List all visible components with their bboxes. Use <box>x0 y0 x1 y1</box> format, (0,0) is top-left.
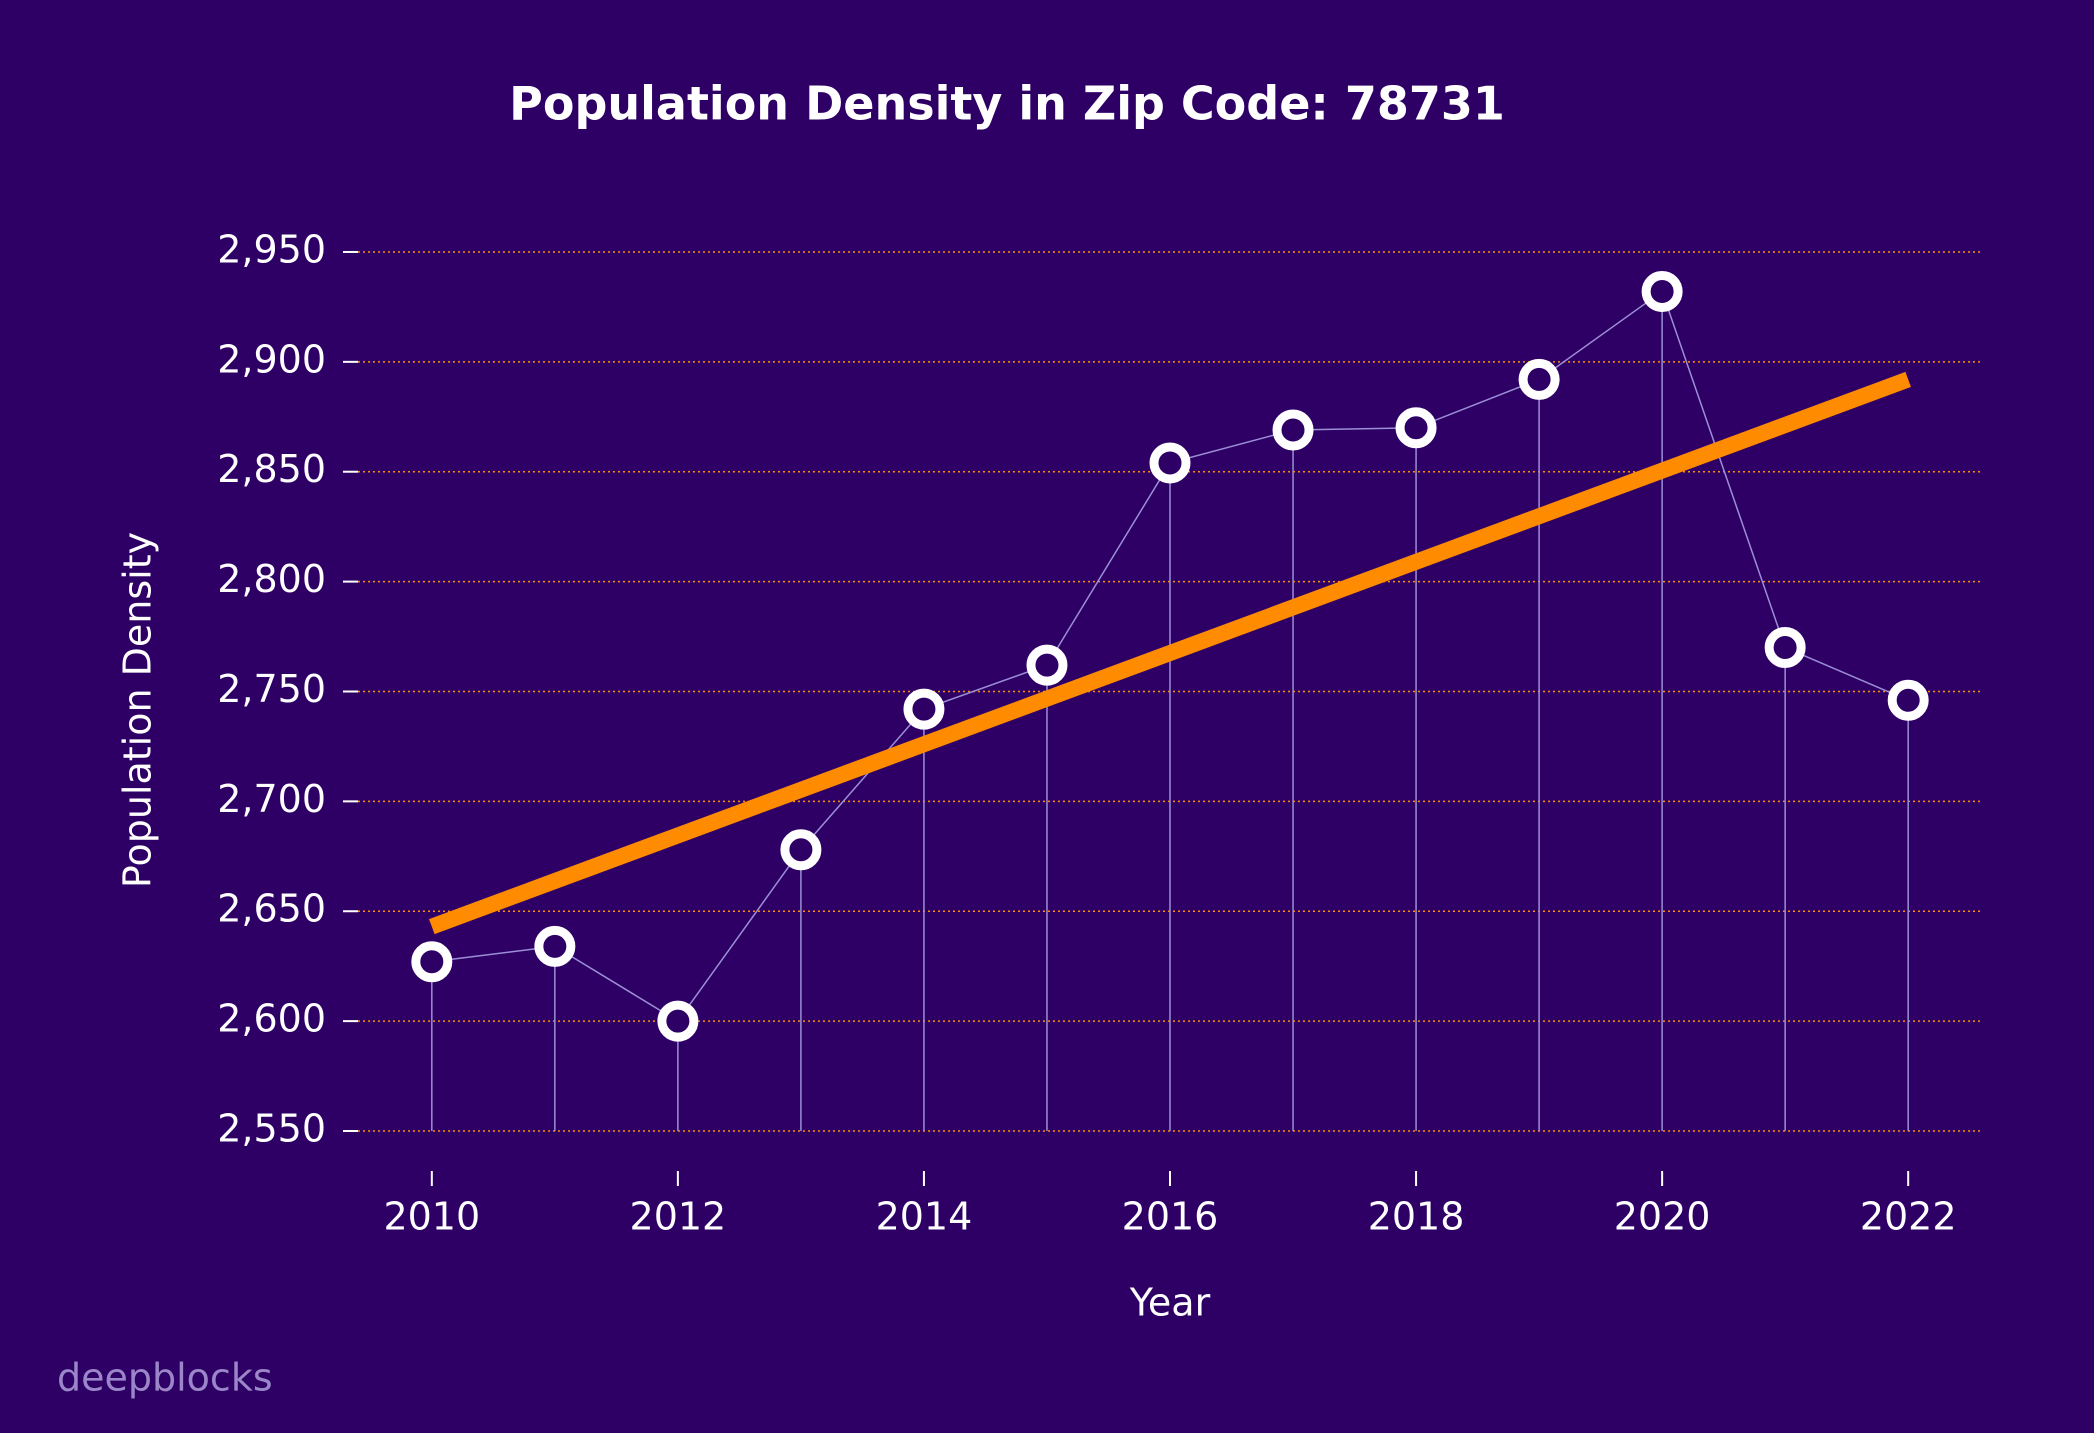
y-tick-label: 2,850 <box>217 447 326 491</box>
trend-line <box>429 371 1911 935</box>
x-tick-label: 2010 <box>383 1195 480 1239</box>
y-tick-label: 2,900 <box>217 337 326 381</box>
marker <box>1518 358 1560 400</box>
y-axis-label: Population Density <box>116 532 160 888</box>
marker <box>780 829 822 871</box>
x-tick-label: 2012 <box>630 1195 727 1239</box>
marker <box>1641 271 1683 313</box>
x-tick-label: 2022 <box>1860 1195 1957 1239</box>
marker <box>1272 409 1314 451</box>
y-tick-label: 2,650 <box>217 887 326 931</box>
x-tick-label: 2014 <box>876 1195 973 1239</box>
x-tick-label: 2016 <box>1122 1195 1219 1239</box>
marker <box>1764 627 1806 669</box>
marker <box>1149 442 1191 484</box>
y-tick-label: 2,800 <box>217 557 326 601</box>
y-tick-label: 2,550 <box>217 1107 326 1151</box>
marker <box>1026 644 1068 686</box>
marker <box>1887 679 1929 721</box>
chart-title: Population Density in Zip Code: 78731 <box>509 77 1505 131</box>
marker <box>534 925 576 967</box>
marker <box>657 1000 699 1042</box>
x-axis-label: Year <box>1129 1281 1211 1325</box>
watermark: deepblocks <box>57 1356 273 1400</box>
marker <box>1395 407 1437 449</box>
marker <box>903 688 945 730</box>
y-tick-label: 2,950 <box>217 227 326 271</box>
x-tick-label: 2018 <box>1368 1195 1465 1239</box>
y-tick-label: 2,700 <box>217 777 326 821</box>
y-tick-label: 2,600 <box>217 997 326 1041</box>
marker <box>411 941 453 983</box>
x-tick-label: 2020 <box>1614 1195 1711 1239</box>
y-tick-label: 2,750 <box>217 667 326 711</box>
